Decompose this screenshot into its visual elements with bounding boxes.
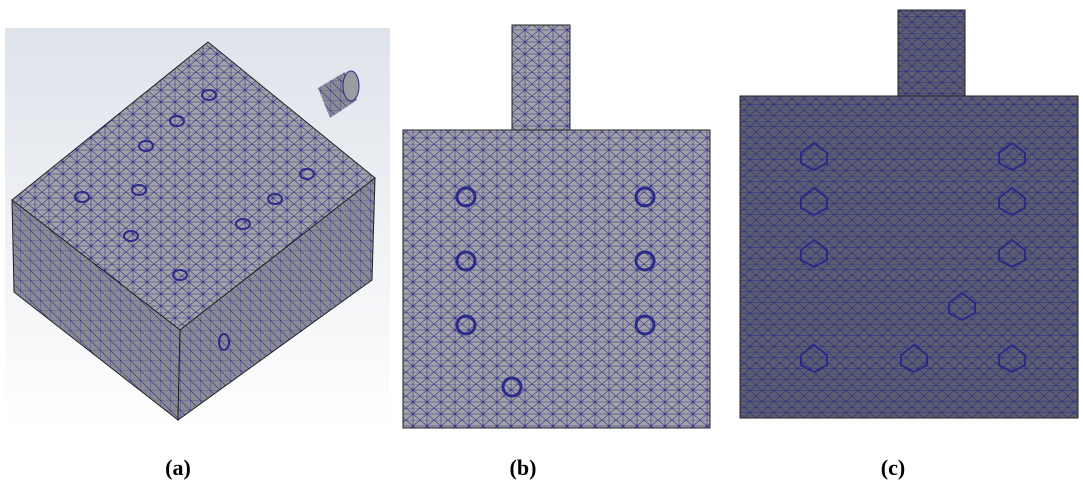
panel-a — [5, 28, 390, 428]
panel-label: (b) — [510, 455, 537, 480]
panel-label: (c) — [881, 455, 905, 480]
plate — [403, 130, 710, 428]
panel-c — [740, 10, 1078, 418]
figure: (a) (b) (c) — [0, 0, 1083, 490]
tube — [898, 10, 965, 96]
panel-label: (a) — [165, 455, 191, 480]
tube-end — [343, 71, 359, 101]
tube — [512, 25, 570, 130]
panel-b — [403, 25, 710, 428]
